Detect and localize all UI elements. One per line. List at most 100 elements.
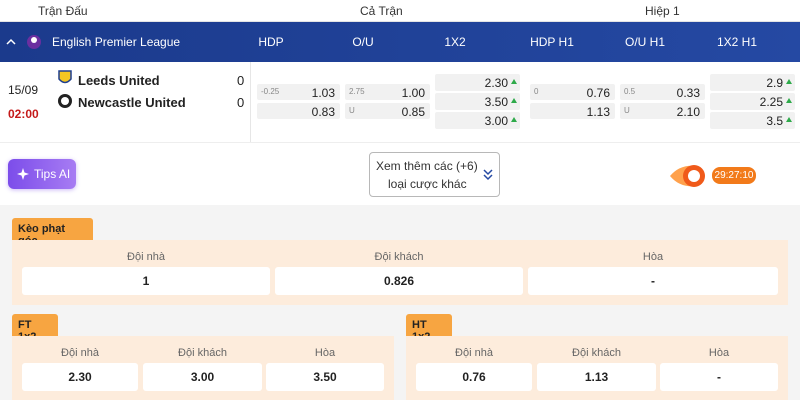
odds-value: 0.33 bbox=[676, 86, 700, 100]
value-box[interactable]: 1.13 bbox=[537, 363, 656, 391]
divider bbox=[250, 62, 251, 142]
odds-cell[interactable]: 3.50 bbox=[435, 93, 520, 110]
odds-value: 1.13 bbox=[586, 105, 610, 119]
col-label: Hòa bbox=[314, 347, 336, 359]
up-arrow bbox=[786, 98, 792, 103]
odds-line: 0 bbox=[534, 87, 539, 96]
odds-cell[interactable]: 2.9 bbox=[710, 74, 795, 91]
odds-cell[interactable]: 2.25 bbox=[710, 93, 795, 110]
value-box[interactable]: 2.30 bbox=[22, 363, 138, 391]
odds-cell[interactable]: 1.13 bbox=[530, 103, 615, 119]
up-arrow bbox=[786, 79, 792, 84]
odds-value: 2.25 bbox=[759, 95, 783, 109]
sparkle-icon bbox=[17, 168, 29, 180]
odds-cell[interactable]: 0.5 0.33 bbox=[620, 84, 705, 100]
actions-row: Tips AI Xem thêm các (+6) loại cược khác… bbox=[0, 142, 800, 205]
home-score: 0 bbox=[237, 73, 245, 88]
value-box[interactable]: - bbox=[660, 363, 778, 391]
more-bets-line1: Xem thêm các (+6) bbox=[376, 159, 478, 173]
col-label: Đội khách bbox=[374, 251, 424, 263]
odds-value: 3.50 bbox=[484, 95, 508, 109]
header-full: Cả Trận bbox=[360, 4, 403, 18]
value-box[interactable]: 1 bbox=[22, 267, 270, 295]
odds-line: U bbox=[624, 106, 630, 115]
odds-cell[interactable]: 0 0.76 bbox=[530, 84, 615, 100]
tips-ai-button[interactable]: Tips AI bbox=[8, 159, 76, 189]
section-panel: Đội nhà Đội khách Hòa 0.76 1.13 - bbox=[406, 336, 788, 400]
away-logo bbox=[58, 94, 72, 108]
section-tab: Kèo phạt góc bbox=[12, 218, 93, 247]
value-box[interactable]: 0.826 bbox=[275, 267, 523, 295]
more-bets-button[interactable]: Xem thêm các (+6) loại cược khác bbox=[369, 152, 500, 197]
home-logo bbox=[58, 70, 72, 84]
away-team: Newcastle United bbox=[78, 95, 186, 110]
col-label: Đội nhà bbox=[455, 347, 493, 359]
odds-value: 0.85 bbox=[401, 105, 425, 119]
odds-cell[interactable]: 0.83 bbox=[257, 103, 340, 119]
value-box[interactable]: 3.00 bbox=[143, 363, 262, 391]
league-bar: English Premier League HDP O/U 1X2 HDP H… bbox=[0, 22, 800, 62]
odds-line: 0.5 bbox=[624, 87, 636, 96]
header-half: Hiệp 1 bbox=[645, 4, 680, 18]
odds-line: 2.75 bbox=[349, 87, 365, 96]
section-panel: Đội nhà Đội khách Hòa 1 0.826 - bbox=[12, 240, 788, 305]
header-match: Trận Đấu bbox=[38, 4, 88, 18]
odds-value: 2.9 bbox=[766, 76, 783, 90]
more-bets-line2: loại cược khác bbox=[388, 177, 467, 191]
up-arrow bbox=[511, 117, 517, 122]
match-time: 02:00 bbox=[8, 107, 39, 121]
col-header: O/U H1 bbox=[624, 35, 665, 49]
odds-cell[interactable]: U 0.85 bbox=[345, 103, 430, 119]
odds-value: 0.76 bbox=[586, 86, 610, 100]
countdown-text: 29:27:10 bbox=[714, 170, 754, 181]
odds-value: 3.00 bbox=[484, 114, 508, 128]
odds-line: U bbox=[349, 106, 355, 115]
chevron-icon bbox=[483, 169, 493, 181]
odds-cell[interactable]: 2.30 bbox=[435, 74, 520, 91]
up-arrow bbox=[511, 98, 517, 103]
odds-value: 2.10 bbox=[676, 105, 700, 119]
league-name: English Premier League bbox=[52, 35, 181, 49]
countdown: 29:27:10 bbox=[712, 167, 756, 184]
col-header: 1X2 bbox=[444, 35, 466, 49]
odds-cell[interactable]: 2.75 1.00 bbox=[345, 84, 430, 100]
value-box[interactable]: 0.76 bbox=[416, 363, 532, 391]
tips-ai-label: Tips AI bbox=[34, 167, 71, 181]
odds-value: 1.03 bbox=[311, 86, 335, 100]
header-bar: Trận Đấu Cả Trận Hiệp 1 bbox=[0, 0, 800, 22]
col-header: HDP bbox=[258, 35, 284, 49]
value-box[interactable]: 3.50 bbox=[266, 363, 384, 391]
league-logo bbox=[27, 35, 41, 49]
fire-ball bbox=[670, 165, 705, 187]
col-label: Đội khách bbox=[572, 347, 621, 359]
section-tab: FT 1x2 bbox=[12, 314, 58, 343]
section-panel: Đội nhà Đội khách Hòa 2.30 3.00 3.50 bbox=[12, 336, 394, 400]
col-header: 1X2 H1 bbox=[716, 35, 758, 49]
odds-value: 3.5 bbox=[766, 114, 783, 128]
home-team: Leeds United bbox=[78, 73, 160, 88]
col-label: Đội nhà bbox=[127, 251, 165, 263]
section-tab: HT 1x2 bbox=[406, 314, 452, 343]
col-header: HDP H1 bbox=[530, 35, 574, 49]
odds-value: 2.30 bbox=[484, 76, 508, 90]
col-label: Hòa bbox=[642, 251, 664, 263]
col-label: Đội khách bbox=[178, 347, 227, 359]
value-box[interactable]: - bbox=[528, 267, 778, 295]
odds-cell[interactable]: -0.25 1.03 bbox=[257, 84, 340, 100]
odds-value: 0.83 bbox=[311, 105, 335, 119]
up-arrow bbox=[786, 117, 792, 122]
away-score: 0 bbox=[237, 95, 245, 110]
up-arrow bbox=[511, 79, 517, 84]
odds-cell[interactable]: 3.5 bbox=[710, 112, 795, 129]
odds-value: 1.00 bbox=[401, 86, 425, 100]
collapse-arrow[interactable] bbox=[5, 36, 17, 48]
odds-cell[interactable]: U 2.10 bbox=[620, 103, 705, 119]
match-row: 15/09 02:00 Leeds United Newcastle Unite… bbox=[0, 62, 800, 142]
col-label: Đội nhà bbox=[61, 347, 99, 359]
col-header: O/U bbox=[352, 35, 374, 49]
col-label: Hòa bbox=[708, 347, 730, 359]
odds-cell[interactable]: 3.00 bbox=[435, 112, 520, 129]
match-date: 15/09 bbox=[8, 83, 39, 97]
